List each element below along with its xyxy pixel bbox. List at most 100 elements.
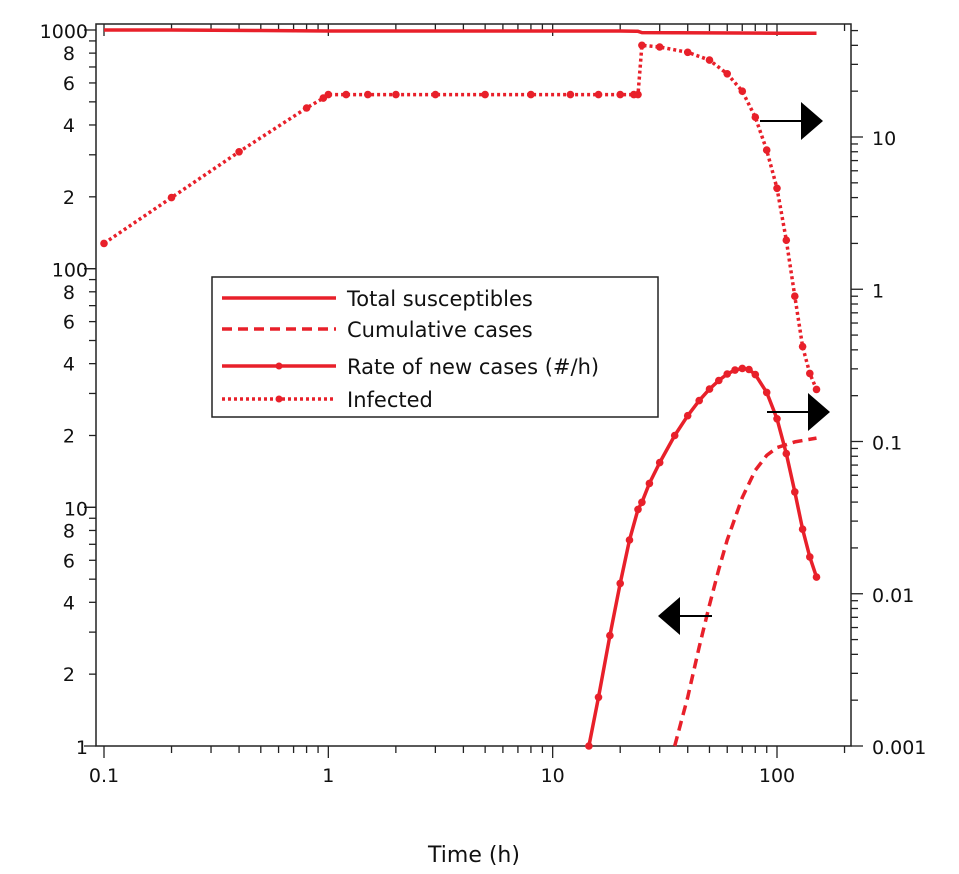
- y-left-minor-tick-label: 8: [63, 520, 75, 542]
- series-rate-of-new-cases-point: [634, 505, 642, 514]
- series-rate-of-new-cases-point: [594, 693, 603, 702]
- series-rate-of-new-cases-point: [745, 365, 753, 374]
- series-rate-of-new-cases-point: [791, 488, 799, 496]
- y-left-tick-label: 100: [52, 260, 88, 282]
- series-infected-point: [723, 70, 731, 78]
- y-left-minor-tick-label: 4: [63, 115, 75, 137]
- y-left-tick-label: 1: [76, 737, 88, 759]
- series-infected-point: [751, 113, 760, 121]
- series-rate-of-new-cases-point: [705, 385, 714, 393]
- series-rate-of-new-cases-point: [738, 364, 747, 373]
- series-infected-point: [655, 43, 664, 51]
- x-tick-label: 0.1: [89, 765, 119, 787]
- legend-label-cumulative-cases: Cumulative cases: [347, 318, 533, 342]
- series-infected-point: [392, 90, 400, 99]
- series-infected-point: [782, 236, 791, 244]
- series-rate-of-new-cases-point: [751, 370, 760, 379]
- legend-item-rate-of-new-cases: Rate of new cases (#/h): [222, 355, 599, 379]
- series-rate-of-new-cases-point: [715, 376, 723, 385]
- series-infected-point: [812, 385, 821, 394]
- legend-item-infected: Infected: [222, 388, 433, 412]
- series-rate-of-new-cases-point: [782, 449, 791, 458]
- y-left-minor-tick-label: 8: [63, 282, 75, 304]
- x-tick-label: 10: [541, 765, 565, 787]
- series-infected-point: [566, 90, 575, 99]
- series-infected-point: [638, 41, 646, 50]
- y-left-minor-tick-label: 2: [63, 425, 75, 447]
- series-rate-of-new-cases-point: [655, 458, 664, 467]
- series-infected-point: [762, 146, 771, 154]
- series-infected-point: [302, 104, 311, 112]
- y-left-minor-tick-label: 4: [63, 354, 75, 376]
- y-left-minor-tick-label: 2: [63, 664, 75, 686]
- legend-label-infected: Infected: [347, 388, 433, 412]
- series-rate-of-new-cases-point: [798, 525, 807, 533]
- series-infected-point: [481, 90, 489, 99]
- series-infected-point: [616, 90, 624, 99]
- legend: Total susceptibles Cumulative cases Rate…: [211, 276, 659, 418]
- series-infected-point: [100, 239, 108, 248]
- series-infected-point: [798, 342, 807, 351]
- series-infected-point: [738, 87, 747, 95]
- series-rate-of-new-cases-point: [812, 573, 821, 581]
- series-rate-of-new-cases-point: [606, 631, 614, 640]
- series-cumulative-cases-line: [673, 436, 817, 747]
- y-left-tick-label: 10: [64, 498, 88, 520]
- arrows-layer: [658, 102, 830, 635]
- series-infected-point: [594, 90, 603, 99]
- series-infected-point: [773, 184, 781, 193]
- y-left-minor-tick-label: 6: [63, 550, 75, 572]
- series-rate-of-new-cases-point: [645, 479, 654, 488]
- ticks-layer: 0.1 1 10 10011010010002468246824680.0010.01…: [40, 21, 927, 787]
- y-right-tick-label: 10: [872, 128, 896, 150]
- series-rate-of-new-cases-point: [638, 498, 646, 507]
- series-rate-of-new-cases-point: [585, 742, 593, 750]
- series-rate-of-new-cases-line: [587, 366, 819, 747]
- arrow-rate-to-right-axis-head: [808, 393, 830, 431]
- legend-item-cumulative-cases: Cumulative cases: [222, 318, 533, 342]
- y-left-tick-label: 1000: [40, 21, 88, 43]
- series-infected-point: [431, 90, 440, 99]
- series-infected-point: [342, 90, 350, 99]
- series-infected-point: [634, 90, 642, 99]
- series-rate-of-new-cases-point: [616, 579, 624, 588]
- series-rate-of-new-cases-point: [723, 370, 731, 378]
- arrow-infected-to-right-axis-head: [801, 102, 823, 140]
- legend-label-total-susceptibles: Total susceptibles: [346, 287, 533, 311]
- legend-label-rate-of-new-cases: Rate of new cases (#/h): [347, 355, 599, 379]
- y-right-tick-label: 0.1: [872, 433, 902, 455]
- y-left-minor-tick-label: 2: [63, 187, 75, 209]
- y-right-tick-label: 0.001: [872, 737, 926, 759]
- y-right-tick-label: 1: [872, 280, 884, 302]
- series-rate-of-new-cases-point: [806, 553, 814, 561]
- y-left-minor-tick-label: 6: [63, 312, 75, 334]
- series-rate-of-new-cases-point: [762, 388, 771, 397]
- series-infected-point: [683, 48, 692, 57]
- legend-box: [211, 276, 659, 418]
- x-tick-label: 1: [322, 765, 334, 787]
- plot-frame: [95, 23, 852, 747]
- legend-item-total-susceptibles: Total susceptibles: [222, 287, 533, 311]
- y-left-minor-tick-label: 6: [63, 73, 75, 95]
- y-right-tick-label: 0.01: [872, 585, 914, 607]
- series-infected-point: [791, 292, 799, 301]
- series-rate-of-new-cases-point: [773, 415, 781, 423]
- series-infected-point: [364, 90, 372, 99]
- series-infected-point: [527, 90, 535, 99]
- series-infected-point: [705, 56, 714, 64]
- series-rate-of-new-cases-point: [670, 431, 679, 440]
- series-rate-of-new-cases-point: [731, 366, 739, 374]
- legend-marker-infected: [275, 395, 283, 403]
- series-infected-point: [324, 90, 333, 99]
- arrow-cumulative-to-left-axis-head: [658, 597, 680, 635]
- series-rate-of-new-cases-point: [625, 536, 634, 544]
- series-rate-of-new-cases-point: [695, 396, 703, 405]
- legend-marker-rate-of-new-cases: [275, 362, 283, 370]
- x-tick-label: 100: [759, 765, 795, 787]
- series-infected-point: [235, 148, 243, 156]
- series-infected-point: [806, 369, 814, 378]
- series-rate-of-new-cases-point: [683, 411, 692, 420]
- x-axis-title: Time (h): [427, 843, 520, 868]
